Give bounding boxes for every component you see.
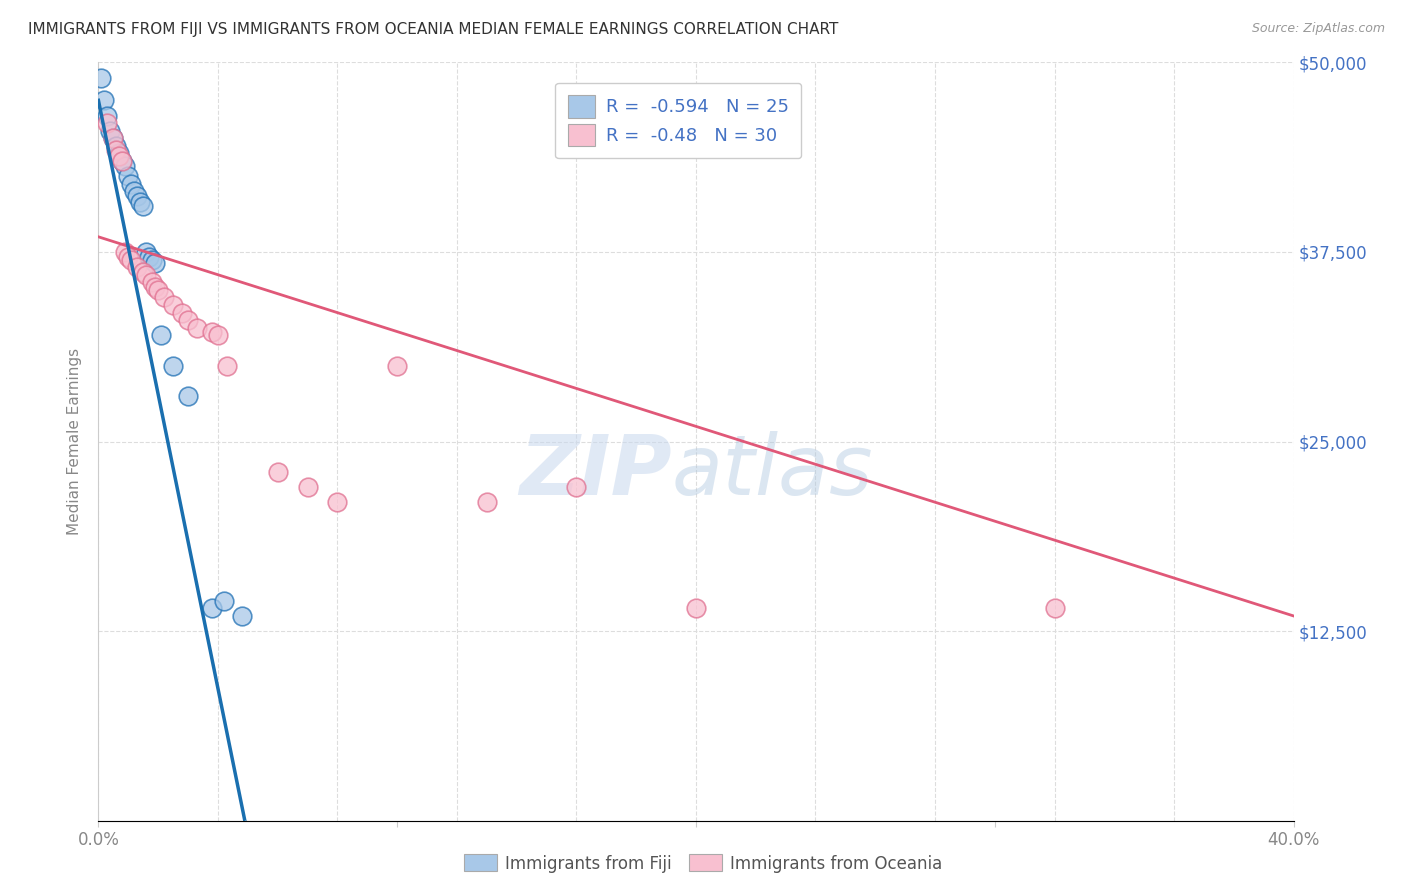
- Point: [96, 108, 118, 122]
- Point: [201, 326, 224, 340]
- Point: [267, 465, 290, 479]
- Point: [124, 184, 146, 198]
- Point: [475, 495, 498, 509]
- Legend: Immigrants from Fiji, Immigrants from Oceania: Immigrants from Fiji, Immigrants from Oc…: [457, 847, 949, 880]
- Point: [177, 389, 200, 403]
- Point: [385, 359, 409, 373]
- Text: IMMIGRANTS FROM FIJI VS IMMIGRANTS FROM OCEANIA MEDIAN FEMALE EARNINGS CORRELATI: IMMIGRANTS FROM FIJI VS IMMIGRANTS FROM …: [28, 22, 838, 37]
- Point: [108, 149, 131, 163]
- Point: [120, 177, 142, 191]
- Point: [207, 328, 229, 343]
- Point: [135, 268, 157, 282]
- Point: [685, 601, 707, 615]
- Point: [231, 608, 253, 623]
- Text: ZIP: ZIP: [519, 432, 672, 512]
- Point: [150, 328, 173, 343]
- Point: [93, 93, 115, 107]
- Point: [177, 313, 200, 327]
- Point: [143, 255, 166, 269]
- Point: [127, 260, 149, 274]
- Point: [127, 189, 149, 203]
- Point: [120, 252, 142, 267]
- Point: [117, 169, 139, 183]
- Point: [111, 153, 134, 168]
- Point: [143, 280, 166, 294]
- Point: [105, 138, 128, 153]
- Text: atlas: atlas: [672, 432, 873, 512]
- Point: [201, 601, 224, 615]
- Point: [103, 131, 125, 145]
- Legend: R =  -0.594   N = 25, R =  -0.48   N = 30: R = -0.594 N = 25, R = -0.48 N = 30: [555, 83, 801, 159]
- Point: [215, 359, 238, 373]
- Point: [103, 131, 125, 145]
- Point: [111, 153, 134, 168]
- Point: [132, 265, 155, 279]
- Point: [135, 244, 157, 259]
- Point: [148, 283, 170, 297]
- Point: [141, 275, 163, 289]
- Point: [326, 495, 349, 509]
- Point: [162, 359, 184, 373]
- Point: [105, 144, 128, 158]
- Point: [153, 290, 176, 304]
- Point: [162, 298, 184, 312]
- Point: [98, 123, 122, 137]
- Point: [117, 250, 139, 264]
- Point: [114, 159, 136, 173]
- Point: [129, 194, 152, 209]
- Point: [212, 594, 235, 608]
- Point: [186, 320, 208, 334]
- Point: [565, 480, 588, 494]
- Text: Source: ZipAtlas.com: Source: ZipAtlas.com: [1251, 22, 1385, 36]
- Point: [172, 305, 194, 319]
- Point: [96, 116, 118, 130]
- Point: [108, 146, 131, 161]
- Point: [1043, 601, 1066, 615]
- Point: [297, 480, 319, 494]
- Point: [141, 252, 163, 267]
- Y-axis label: Median Female Earnings: Median Female Earnings: [67, 348, 83, 535]
- Point: [138, 250, 160, 264]
- Point: [114, 244, 136, 259]
- Point: [90, 70, 112, 85]
- Point: [132, 199, 155, 213]
